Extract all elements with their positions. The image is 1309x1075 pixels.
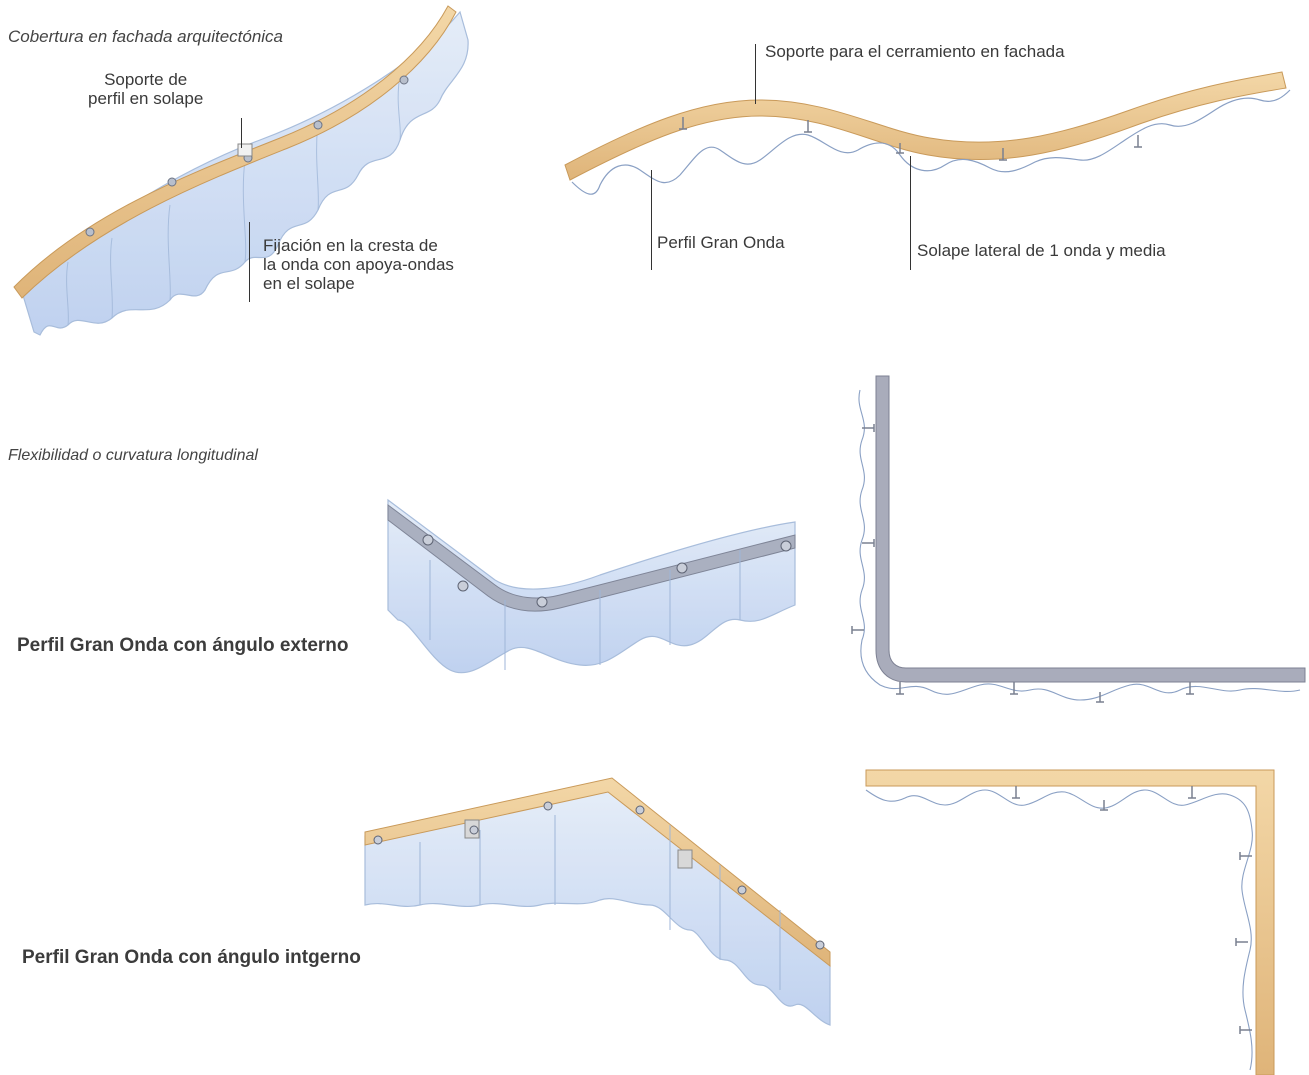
label-soporte-cerramiento: Soporte para el cerramiento en fachada [765,42,1065,61]
label-fijacion-cresta: Fijación en la cresta de la onda con apo… [263,236,454,293]
callout-line-solape-lateral [910,156,911,270]
gran-onda-profile-line [858,389,1301,701]
wood-beam-angle [364,777,831,968]
external-angle-plan-illustration [851,375,1306,703]
label-solape-lateral: Solape lateral de 1 onda y media [917,241,1166,260]
internal-angle-plan-illustration [865,769,1275,1075]
steel-beam [387,504,796,612]
wood-l-profile [865,769,1275,1075]
caption-angulo-externo: Perfil Gran Onda con ángulo externo [17,635,349,656]
callout-line-soporte-perfil [241,118,242,148]
callout-line-fijacion [249,222,250,302]
curved-wood-beam [13,5,457,299]
gran-onda-profile-line [865,789,1253,1071]
section-title-fachada: Cobertura en fachada arquitectónica [8,27,284,46]
internal-angle-3d-illustration [364,777,831,1026]
callout-line-perfil-gran-onda [651,170,652,270]
caption-angulo-interno: Perfil Gran Onda con ángulo intgerno [22,947,361,968]
curved-facade-3d-illustration [13,5,469,336]
section-title-flexibilidad: Flexibilidad o curvatura longitudinal [8,447,258,464]
label-perfil-gran-onda: Perfil Gran Onda [657,233,785,252]
corrugated-panel [364,789,831,1026]
steel-l-profile [875,375,1306,683]
wood-support-wave [564,71,1287,181]
facade-plan-view-illustration [564,71,1291,195]
callout-line-soporte-cerramiento [755,44,756,104]
corrugated-panel [387,498,796,674]
label-soporte-perfil-solape: Soporte de perfil en solape [88,70,204,108]
gran-onda-profile-line [571,89,1291,195]
external-angle-3d-illustration [387,498,796,674]
corrugated-panel [21,10,469,336]
